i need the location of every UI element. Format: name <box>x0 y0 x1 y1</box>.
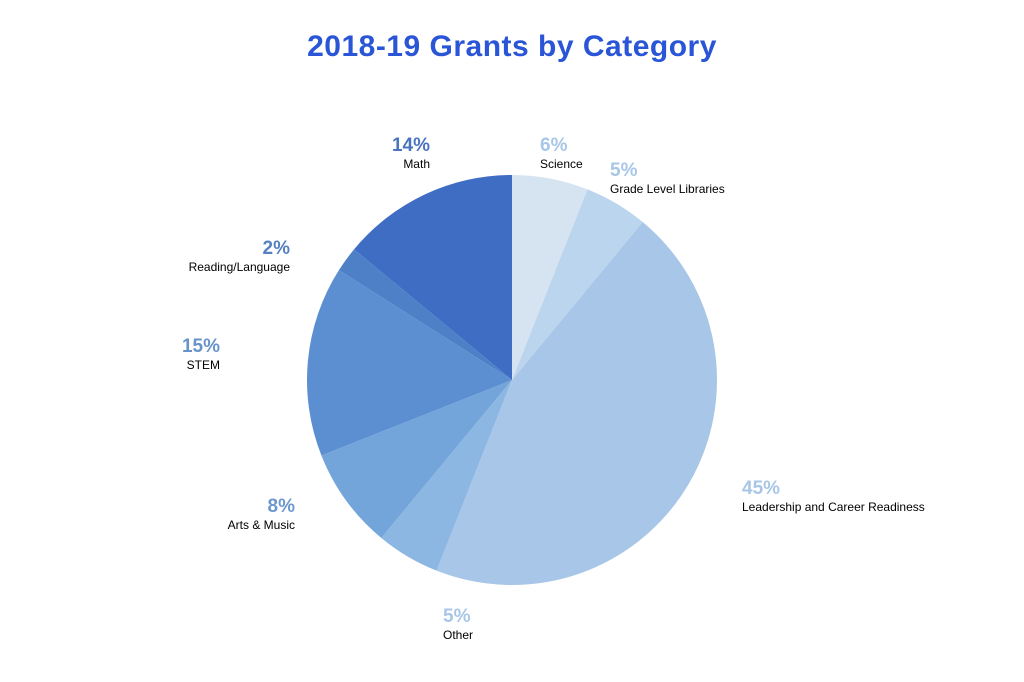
slice-label: 5%Other <box>443 606 473 642</box>
slice-label: 5%Grade Level Libraries <box>610 160 725 196</box>
slice-label: 14%Math <box>392 135 430 171</box>
slice-percent: 8% <box>228 496 295 518</box>
slice-label: 2%Reading/Language <box>189 238 290 274</box>
slice-label: 15%STEM <box>182 336 220 372</box>
slice-percent: 6% <box>540 135 583 157</box>
slice-category: Arts & Music <box>228 518 295 532</box>
slice-label: 6%Science <box>540 135 583 171</box>
slice-percent: 14% <box>392 135 430 157</box>
slice-label: 8%Arts & Music <box>228 496 295 532</box>
slice-category: Other <box>443 628 473 642</box>
pie-chart <box>0 0 1024 682</box>
slice-percent: 5% <box>610 160 725 182</box>
slice-category: Math <box>392 157 430 171</box>
slice-percent: 15% <box>182 336 220 358</box>
slice-category: Science <box>540 157 583 171</box>
slice-category: Leadership and Career Readiness <box>742 500 925 514</box>
slice-category: Grade Level Libraries <box>610 182 725 196</box>
slice-category: STEM <box>182 358 220 372</box>
slice-label: 45%Leadership and Career Readiness <box>742 478 925 514</box>
slice-percent: 5% <box>443 606 473 628</box>
slice-percent: 45% <box>742 478 925 500</box>
pie-chart-container: 6%Science5%Grade Level Libraries45%Leade… <box>0 0 1024 682</box>
slice-percent: 2% <box>189 238 290 260</box>
slice-category: Reading/Language <box>189 260 290 274</box>
